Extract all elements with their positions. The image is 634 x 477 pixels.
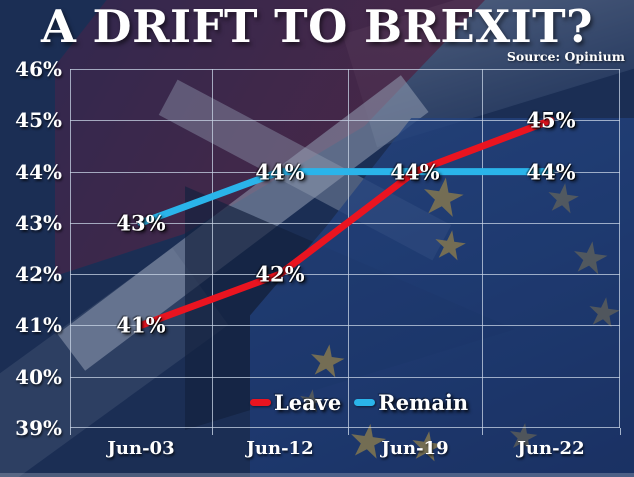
bottom-edge-strip — [0, 473, 634, 477]
remain-line — [137, 168, 555, 227]
chart-legend: Leave Remain — [250, 390, 468, 415]
y-axis-tick-label: 45% — [15, 108, 62, 133]
remain-line-swatch — [354, 399, 376, 406]
x-axis-tick-label: Jun-03 — [107, 438, 175, 459]
plot-area — [70, 69, 620, 428]
y-axis-tick-label: 39% — [15, 416, 62, 440]
leave-point-label: 42% — [255, 261, 305, 287]
axis-tick-mark — [620, 428, 621, 435]
legend-label-leave: Leave — [274, 390, 342, 415]
leave-point-label: 41% — [116, 312, 166, 338]
source-note: Source: Opinium — [506, 49, 625, 64]
remain-point-label: 44% — [526, 159, 576, 185]
y-axis-tick-label: 43% — [15, 210, 62, 235]
y-axis-tick-label: 41% — [15, 313, 62, 338]
y-axis-tick-label: 46% — [15, 57, 62, 81]
y-axis-tick-label: 44% — [15, 159, 62, 184]
axis-tick-mark — [212, 428, 213, 435]
legend-label-remain: Remain — [378, 390, 469, 415]
leave-line — [137, 116, 555, 329]
remain-point-label: 44% — [390, 159, 440, 185]
remain-point-label: 44% — [255, 159, 305, 185]
y-axis-tick-label: 40% — [15, 364, 62, 389]
leave-line-swatch — [250, 399, 271, 406]
page-title: A DRIFT TO BREXIT? — [40, 0, 594, 53]
x-axis-tick-label: Jun-22 — [517, 438, 585, 459]
axis-tick-mark — [70, 428, 71, 435]
x-axis-tick-label: Jun-12 — [246, 438, 314, 459]
remain-point-label: 43% — [116, 210, 166, 236]
leave-point-label: 45% — [526, 107, 576, 133]
axis-tick-mark — [348, 428, 349, 435]
y-axis-tick-label: 42% — [15, 262, 62, 287]
x-axis-tick-label: Jun-19 — [381, 438, 449, 459]
axis-tick-mark — [482, 428, 483, 435]
